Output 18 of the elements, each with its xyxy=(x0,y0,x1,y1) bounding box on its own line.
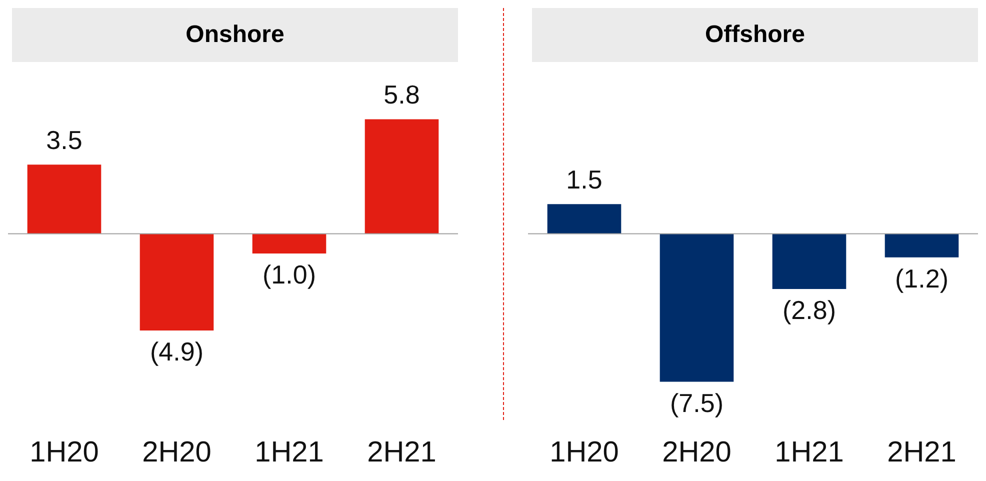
data-label: (1.0) xyxy=(262,260,316,290)
data-label: (1.2) xyxy=(895,264,948,294)
x-tick-label: 2H21 xyxy=(887,436,956,469)
data-label: 1.5 xyxy=(566,164,602,194)
chart-title: Onshore xyxy=(12,8,458,62)
data-label: (7.5) xyxy=(670,388,724,418)
x-tick-label: 1H20 xyxy=(30,436,99,469)
x-tick-label: 1H20 xyxy=(550,436,619,469)
x-tick-label: 2H21 xyxy=(367,436,436,469)
data-label: (2.8) xyxy=(782,295,836,326)
chart-title: Offshore xyxy=(532,8,978,62)
data-label: 5.8 xyxy=(384,79,420,110)
data-label: 3.5 xyxy=(46,124,82,155)
x-tick-label: 2H20 xyxy=(662,436,732,469)
x-tick-label: 1H21 xyxy=(254,436,324,469)
data-label: (4.9) xyxy=(150,336,204,367)
x-tick-label: 1H21 xyxy=(774,436,844,469)
x-tick-label: 2H20 xyxy=(142,436,212,469)
